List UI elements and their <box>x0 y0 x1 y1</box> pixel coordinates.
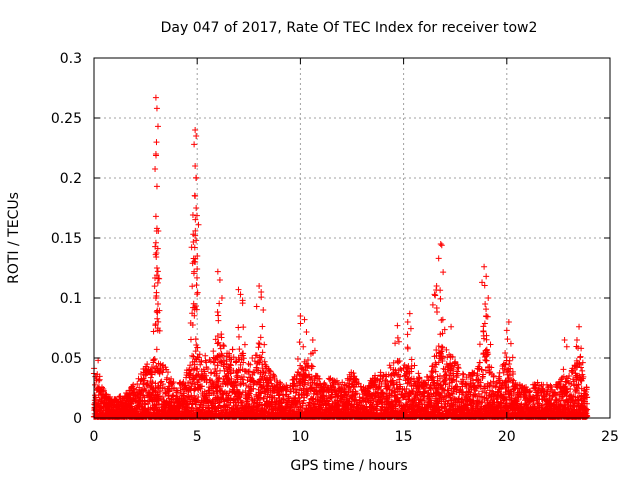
data-point <box>91 381 98 388</box>
data-point <box>165 388 172 395</box>
data-point <box>229 346 236 353</box>
data-point <box>173 393 180 400</box>
data-point <box>415 370 422 377</box>
data-point <box>144 370 151 377</box>
data-point <box>149 379 156 386</box>
data-point <box>160 381 167 388</box>
data-point <box>210 348 217 355</box>
data-point <box>151 356 158 363</box>
data-point <box>170 392 177 399</box>
grid <box>94 58 610 418</box>
data-point <box>233 373 240 380</box>
data-point <box>187 371 194 378</box>
data-point <box>164 374 171 381</box>
data-point <box>187 379 194 386</box>
data-point <box>156 370 163 377</box>
data-point <box>180 379 187 386</box>
data-point <box>144 361 151 368</box>
data-point <box>134 381 141 388</box>
data-point <box>208 369 215 376</box>
data-point <box>159 369 166 376</box>
data-points <box>90 94 591 420</box>
data-point <box>158 378 165 385</box>
data-point <box>141 377 148 384</box>
data-point <box>159 362 166 369</box>
data-point <box>482 356 489 363</box>
data-point <box>157 387 164 394</box>
data-point <box>188 383 195 390</box>
data-point <box>259 349 266 356</box>
data-point <box>197 361 204 368</box>
data-point <box>142 387 149 394</box>
data-point <box>164 369 171 376</box>
data-point <box>159 393 166 400</box>
data-point <box>156 400 163 407</box>
data-point <box>198 358 205 365</box>
data-point <box>181 390 188 397</box>
data-point <box>236 346 243 353</box>
data-point <box>459 370 466 377</box>
data-point <box>170 379 177 386</box>
data-point <box>185 367 192 374</box>
data-point <box>187 362 194 369</box>
data-point <box>395 359 402 366</box>
data-point <box>102 390 109 397</box>
data-point <box>397 365 404 372</box>
data-point <box>145 400 152 407</box>
data-point <box>411 362 418 369</box>
chart-title: Day 047 of 2017, Rate Of TEC Index for r… <box>161 20 538 36</box>
data-point <box>140 380 147 387</box>
data-point <box>97 392 104 399</box>
